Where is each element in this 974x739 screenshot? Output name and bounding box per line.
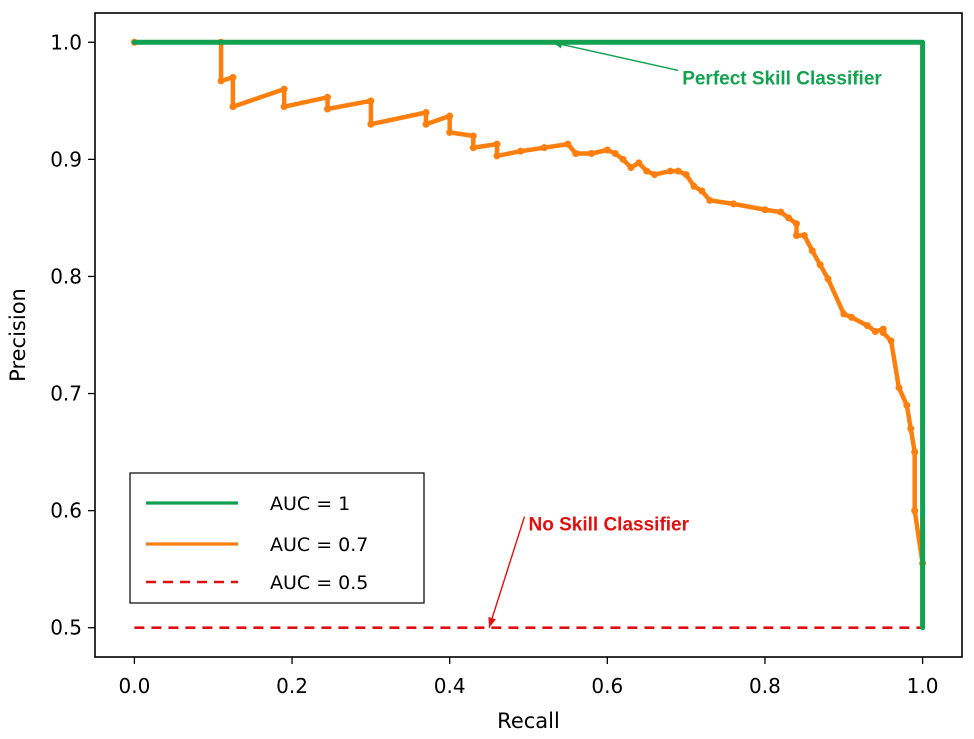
- x-tick-label: 1.0: [907, 674, 939, 698]
- series-point: [493, 140, 501, 148]
- series-point: [611, 150, 619, 158]
- series-point: [446, 128, 454, 136]
- series-point: [446, 112, 454, 120]
- series-point: [911, 448, 919, 456]
- series-point: [800, 231, 808, 239]
- y-tick-label: 0.9: [50, 147, 82, 171]
- annotations: Perfect Skill Classifier No Skill Classif…: [488, 40, 882, 628]
- series-point: [422, 120, 430, 128]
- series-point: [280, 85, 288, 93]
- series-point: [367, 120, 375, 128]
- series-point: [690, 182, 698, 190]
- series-point: [619, 155, 627, 163]
- series-point: [603, 146, 611, 154]
- series-point: [674, 167, 682, 175]
- y-tick-label: 0.7: [50, 382, 82, 406]
- series-point: [643, 167, 651, 175]
- x-tick-label: 0.6: [591, 674, 623, 698]
- series-point: [863, 322, 871, 330]
- series-point: [666, 167, 674, 175]
- series-point: [698, 187, 706, 195]
- series-point: [887, 337, 895, 345]
- series-point: [540, 144, 548, 152]
- series-line-0: [131, 39, 926, 631]
- annotation-arrowhead: [552, 40, 563, 49]
- series-point: [907, 425, 915, 433]
- series-point: [564, 140, 572, 148]
- series-point: [627, 164, 635, 172]
- annotation-arrow-line: [551, 41, 679, 72]
- annotation-arrow-line: [488, 516, 526, 628]
- series-point: [848, 313, 856, 321]
- y-axis-label: Precision: [6, 288, 30, 382]
- legend-label: AUC = 0.7: [270, 534, 368, 556]
- series-point: [682, 171, 690, 179]
- series-point: [911, 507, 919, 515]
- plot-frame: [94, 12, 963, 658]
- series-point: [493, 152, 501, 160]
- legend-label: AUC = 0.5: [270, 572, 368, 594]
- series-point: [229, 73, 237, 81]
- series-point: [895, 384, 903, 392]
- series-point: [469, 144, 477, 152]
- x-tick-label: 0.2: [276, 674, 308, 698]
- series-point: [217, 77, 225, 85]
- y-tick-label: 0.8: [50, 264, 82, 288]
- series-point: [588, 150, 596, 158]
- legend-box: [129, 472, 425, 604]
- series-point: [572, 150, 580, 158]
- legend: AUC = 1 AUC = 0.7 AUC = 0.5: [129, 472, 425, 604]
- series-point: [517, 147, 525, 155]
- annotation-arrowhead: [488, 616, 496, 628]
- series-point: [816, 261, 824, 269]
- series-point: [422, 109, 430, 117]
- series-point: [367, 97, 375, 105]
- y-tick-label: 0.5: [50, 616, 82, 640]
- series-point: [229, 103, 237, 111]
- x-tick-label: 0.8: [749, 674, 781, 698]
- series-point: [324, 105, 332, 113]
- series-point: [729, 200, 737, 208]
- series-point: [761, 206, 769, 214]
- series-point: [792, 220, 800, 228]
- y-tick-label: 1.0: [50, 30, 82, 54]
- series-point: [324, 93, 332, 101]
- series-point: [635, 159, 643, 167]
- x-tick-label: 0.0: [119, 674, 151, 698]
- axis-ticks: 0.0 0.2 0.4 0.6 0.8 1.0 0.5 0.6 0.7 0.8 0.9 1.0: [50, 30, 938, 698]
- series-point: [651, 171, 659, 179]
- series-point: [280, 103, 288, 111]
- series-point: [808, 247, 816, 255]
- x-axis-label: Recall: [497, 709, 560, 733]
- x-tick-label: 0.4: [434, 674, 466, 698]
- series-point: [879, 329, 887, 337]
- series-point: [777, 208, 785, 216]
- y-tick-label: 0.6: [50, 499, 82, 523]
- series-point: [871, 327, 879, 335]
- series-point: [469, 132, 477, 140]
- series-point: [840, 310, 848, 318]
- series-point: [706, 196, 714, 204]
- series-layer: [130, 38, 927, 631]
- series-point: [792, 231, 800, 239]
- series-point: [785, 214, 793, 222]
- legend-label: AUC = 1: [270, 493, 350, 515]
- series-point: [903, 401, 911, 409]
- annotation-label: No Skill Classifier: [529, 515, 690, 536]
- annotation-label: Perfect Skill Classifier: [682, 68, 882, 89]
- series-point: [824, 275, 832, 283]
